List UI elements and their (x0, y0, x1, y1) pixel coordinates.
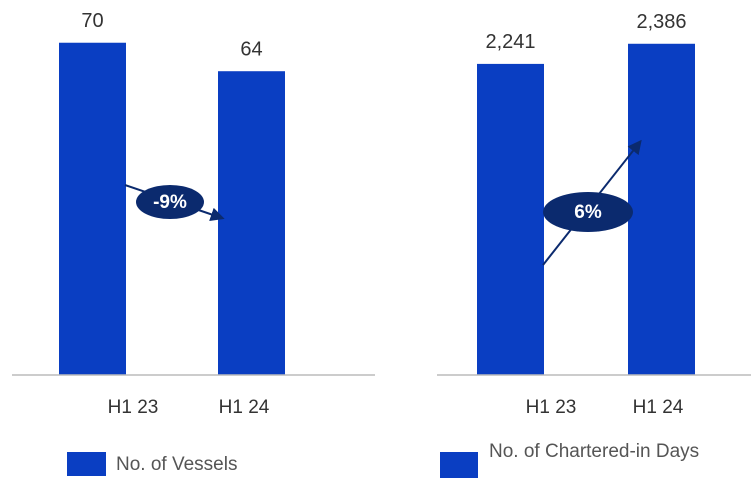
bar (477, 63, 544, 375)
legend-swatch (440, 452, 478, 478)
legend-swatch (67, 452, 106, 476)
x-tick-label: H1 23 (108, 397, 159, 418)
value-label: 2,241 (485, 31, 535, 53)
value-label: 70 (81, 10, 103, 32)
change-badge (136, 185, 204, 219)
legend-label: No. of Chartered-in Days (489, 441, 700, 462)
change-badge (543, 192, 633, 232)
value-label: 64 (240, 38, 262, 60)
bar (59, 42, 126, 375)
legend-label: No. of Vessels (116, 454, 238, 475)
bar (628, 43, 695, 375)
x-tick-label: H1 24 (633, 397, 684, 418)
change-label: -9% (153, 192, 187, 213)
x-tick-label: H1 24 (219, 397, 270, 418)
change-label: 6% (574, 202, 602, 223)
value-label: 2,386 (636, 11, 686, 33)
bar (218, 71, 285, 376)
x-tick-label: H1 23 (526, 397, 577, 418)
